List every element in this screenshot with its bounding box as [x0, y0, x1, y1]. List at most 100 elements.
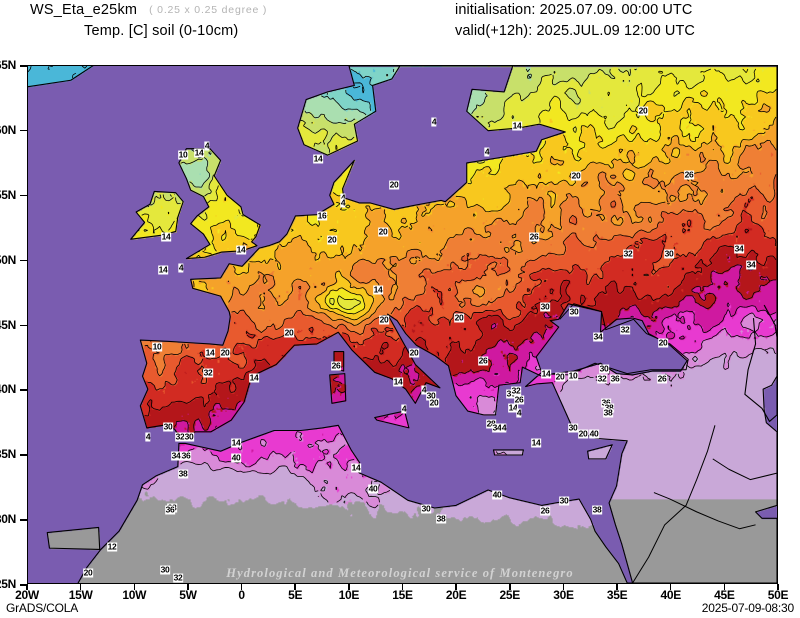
contour-label: 14: [541, 368, 551, 379]
contour-label: 36: [181, 450, 191, 461]
x-axis-tick: [455, 584, 457, 590]
contour-label: 14: [531, 437, 541, 448]
contour-label: 30: [559, 495, 569, 506]
contour-label: 32: [173, 572, 183, 583]
y-axis-tick: [20, 324, 27, 326]
contour-label: 14: [236, 244, 246, 255]
contour-label: 14: [351, 462, 361, 473]
contour-label: 10: [568, 370, 578, 381]
x-axis-tick: [133, 584, 136, 590]
contour-label: 20: [429, 397, 439, 408]
x-axis-tick-label: 35E: [606, 588, 628, 602]
contour-label: 26: [478, 355, 488, 366]
coastline: [587, 444, 613, 460]
y-axis-tick: [20, 194, 27, 197]
y-axis-tick: [20, 129, 27, 132]
contour-label: 20: [379, 314, 389, 325]
contour-label: 26: [529, 231, 539, 242]
contour-label: 14: [231, 437, 241, 448]
y-axis-tick-label: 25N: [0, 577, 16, 591]
x-axis-tick: [401, 584, 404, 590]
x-axis-tick: [26, 584, 28, 590]
valid-time: valid(+12h): 2025.JUL.09 12:00 UTC: [455, 23, 695, 39]
contour-label: 4: [421, 384, 427, 395]
coastline: [744, 304, 777, 422]
coastline: [632, 425, 716, 583]
header: WS_Eta_e25km ( 0.25 x 0.25 degree ) Temp.…: [0, 0, 800, 50]
contour-label: 30: [426, 390, 436, 401]
x-axis-tick-label: 50E: [767, 588, 789, 602]
coastline-and-contour-overlay: [28, 66, 777, 583]
grads-credit: GrADS/COLA: [6, 601, 79, 615]
contour-label: 20: [378, 226, 388, 237]
contour-label: 32: [597, 373, 607, 384]
contour-label: 14: [249, 372, 259, 383]
initialisation-time: initialisation: 2025.07.09. 00:00 UTC: [455, 2, 693, 18]
contour-label: 26: [514, 394, 524, 405]
contour-label: 30: [568, 422, 578, 433]
contour-label: 34: [746, 259, 756, 270]
contour-label: 36: [610, 373, 620, 384]
x-axis-tick-label: 25E: [499, 588, 521, 602]
contour-label: 26: [684, 169, 694, 180]
contour-label: 26: [657, 373, 667, 384]
y-axis-tick-label: 65N: [0, 58, 16, 72]
x-axis-tick: [187, 584, 189, 590]
coastline: [374, 410, 410, 429]
model-name-line: WS_Eta_e25km ( 0.25 x 0.25 degree ): [30, 2, 267, 18]
x-axis-tick-label: 5W: [179, 588, 197, 602]
contour-label: 14: [194, 147, 204, 158]
y-axis-tick: [20, 389, 27, 391]
coastline: [28, 66, 94, 88]
x-axis-tick: [509, 584, 511, 590]
x-axis-tick: [669, 584, 672, 590]
x-axis-tick-label: 20E: [445, 588, 467, 602]
x-axis-tick-label: 10W: [122, 588, 147, 602]
contour-label: 16: [317, 210, 327, 221]
x-axis-tick-label: 30E: [553, 588, 574, 602]
contour-label: 20: [555, 371, 565, 382]
x-axis-tick-label: 5E: [288, 588, 303, 602]
contour-label: 36: [165, 504, 175, 515]
contour-label: 38: [603, 407, 613, 418]
contour-label: 14: [158, 264, 168, 275]
contour-label: 14: [512, 120, 522, 131]
coastline: [329, 373, 347, 404]
contour-label: 14: [373, 284, 383, 295]
contour-label: 38: [178, 468, 188, 479]
contour-label: 32: [203, 367, 213, 378]
contour-label: 12: [107, 541, 117, 552]
contour-label: 4: [484, 146, 490, 157]
contour-label: 4: [145, 431, 151, 442]
contour-label: 4: [340, 197, 346, 208]
contour-label: 32: [620, 324, 630, 335]
y-axis-tick: [20, 65, 27, 67]
contour-label: 20: [284, 327, 294, 338]
temperature-contour-lines: [28, 66, 777, 509]
contour-label: 30: [599, 363, 609, 374]
contour-label: 32: [175, 431, 185, 442]
contour-label: 4: [178, 262, 184, 273]
contour-label: 34: [171, 450, 181, 461]
map-plot-area[interactable]: [27, 65, 778, 584]
contour-label: 30: [160, 564, 170, 575]
contour-label: 40: [368, 483, 378, 494]
x-axis-tick-label: 40E: [660, 588, 681, 602]
coastline: [712, 458, 777, 481]
contour-label: 20: [638, 105, 648, 116]
contour-label: 34: [593, 331, 603, 342]
contour-label: 14: [161, 231, 171, 242]
coastline: [46, 526, 101, 550]
contour-label: 30: [163, 421, 173, 432]
x-axis-tick-label: 0: [238, 588, 245, 602]
contour-label: 20: [409, 347, 419, 358]
y-axis-tick: [20, 454, 27, 456]
y-axis-tick: [20, 584, 27, 586]
coastline: [492, 449, 524, 456]
variable-title: Temp. [C] soil (0-10cm): [84, 23, 239, 39]
contour-label: 4: [340, 192, 346, 203]
contour-label: 20: [220, 347, 230, 358]
coastline: [77, 424, 671, 583]
contour-label: 32: [511, 385, 521, 396]
y-axis-tick-label: 30N: [0, 512, 16, 527]
